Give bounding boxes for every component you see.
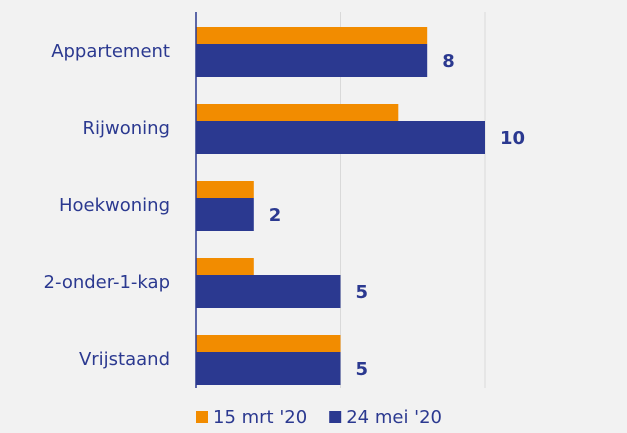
data-label: 5	[356, 359, 369, 380]
legend-swatch	[196, 411, 208, 423]
bar	[196, 198, 254, 231]
bar	[196, 27, 428, 44]
bar	[196, 275, 341, 308]
y-tick-label: Rijwoning	[83, 118, 171, 139]
y-tick-label: Hoekwoning	[59, 195, 170, 216]
bar	[196, 181, 254, 198]
legend-label: 15 mrt '20	[213, 407, 307, 428]
legend-swatch	[329, 411, 342, 423]
y-tick-label: 2-onder-1-kap	[44, 272, 170, 293]
y-tick-label: Appartement	[51, 41, 170, 62]
bar	[196, 335, 341, 352]
data-label: 2	[269, 205, 282, 226]
data-label: 5	[356, 282, 369, 303]
bar	[196, 104, 399, 121]
bar	[196, 352, 341, 385]
legend-label: 24 mei '20	[346, 407, 442, 428]
y-tick-label: Vrijstaand	[79, 349, 170, 370]
bar	[196, 44, 428, 77]
data-label: 8	[442, 51, 455, 72]
bar	[196, 258, 254, 275]
data-label: 10	[500, 128, 525, 149]
bar	[196, 121, 485, 154]
